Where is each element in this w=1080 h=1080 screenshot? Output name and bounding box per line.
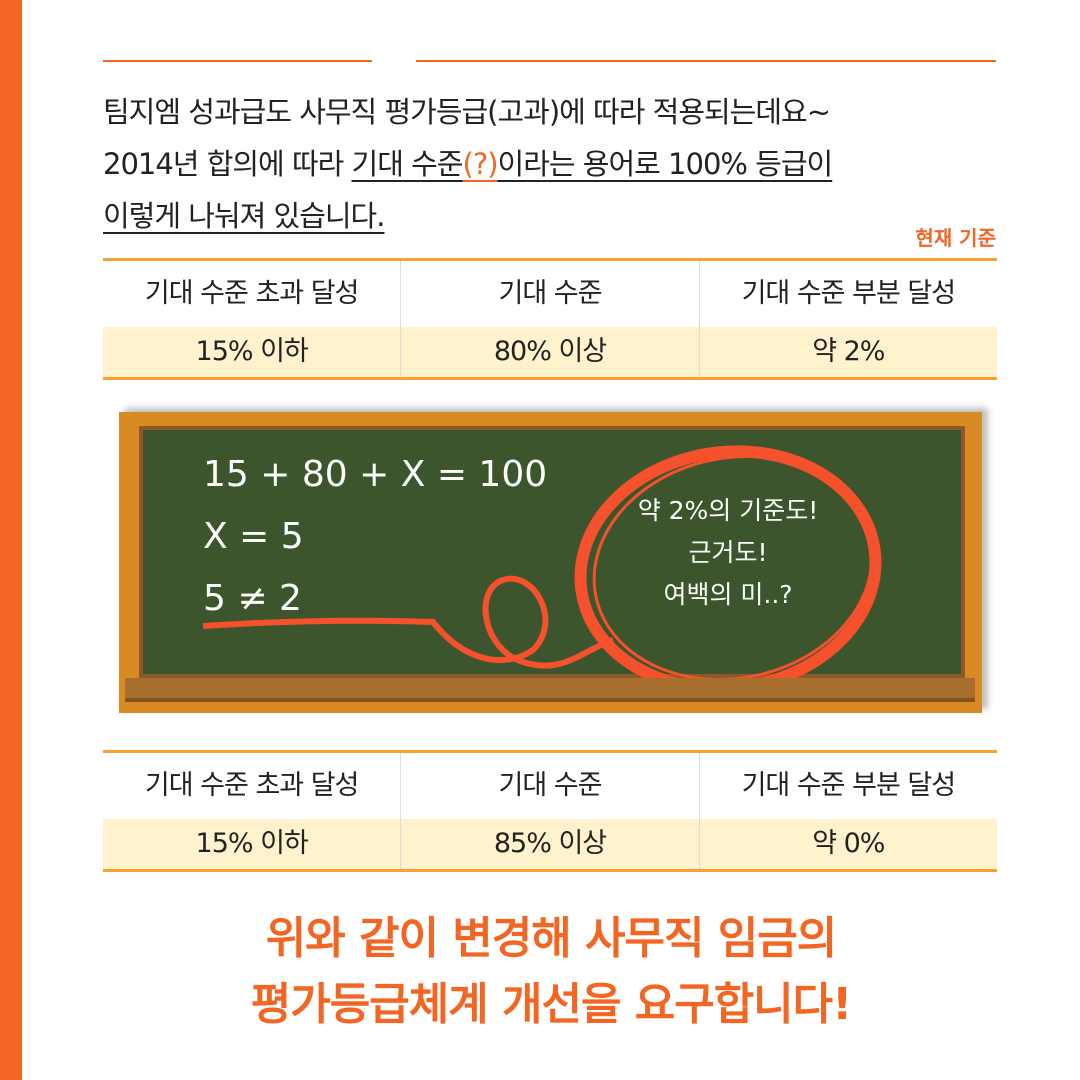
chalk-note-line: 약 2%의 기준도!: [637, 496, 819, 525]
proposed-grade-table: 기대 수준 초과 달성 기대 수준 기대 수준 부분 달성 15% 이하 85%…: [103, 750, 997, 872]
divider-line: [103, 60, 372, 62]
intro-line: 2014년 합의에 따라 기대 수준(?)이라는 용어로 100% 등급이: [103, 138, 1003, 190]
table-header: 기대 수준 초과 달성: [103, 261, 402, 327]
table-row: 15% 이하 80% 이상 약 2%: [103, 327, 997, 377]
table-cell: 15% 이하: [103, 819, 402, 869]
divider-line: [416, 60, 996, 62]
table-cell: 약 0%: [699, 819, 997, 869]
table-header: 기대 수준: [401, 753, 700, 819]
table-cell: 15% 이하: [103, 327, 402, 377]
chalkboard-surface: 15 + 80 + X = 100 X = 5 5 ≠ 2 약 2%의 기준도!…: [139, 426, 965, 682]
table-header: 기대 수준 부분 달성: [741, 770, 956, 801]
chalkboard-illustration: 15 + 80 + X = 100 X = 5 5 ≠ 2 약 2%의 기준도!…: [119, 412, 982, 713]
chalk-equation: 15 + 80 + X = 100: [203, 454, 548, 495]
table-cell: 85% 이상: [401, 819, 700, 869]
table-row: 15% 이하 85% 이상 약 0%: [103, 819, 997, 869]
question-mark: (?): [462, 147, 499, 181]
intro-text-part: 이라는 용어로 100% 등급이: [497, 147, 834, 181]
chalk-equation: X = 5: [203, 516, 304, 557]
table-header-row: 기대 수준 초과 달성 기대 수준 기대 수준 부분 달성: [103, 261, 997, 327]
chalk-equation: 5 ≠ 2: [203, 578, 302, 619]
current-basis-label: 현재 기준: [915, 226, 996, 250]
intro-text-part: 기대 수준: [351, 147, 464, 181]
conclusion-line: 위와 같이 변경해 사무직 임금의: [265, 913, 838, 964]
chalk-note-line: 여백의 미..?: [663, 580, 793, 609]
conclusion-line: 평가등급체계 개선을 요구합니다!: [250, 979, 852, 1030]
table-cell: 약 2%: [699, 327, 997, 377]
intro-text-part: 2014년 합의에 따라: [103, 147, 352, 181]
table-header: 기대 수준 초과 달성: [103, 753, 402, 819]
chalk-note-line: 근거도!: [688, 538, 768, 567]
left-accent-bar: [0, 0, 22, 1080]
current-grade-table: 기대 수준 초과 달성 기대 수준 기대 수준 부분 달성 15% 이하 80%…: [103, 258, 997, 380]
chalk-scribble-icon: [202, 445, 882, 682]
intro-line: 팀지엠 성과급도 사무직 평가등급(고과)에 따라 적용되는데요~: [103, 95, 831, 129]
table-header: 기대 수준: [401, 261, 700, 327]
intro-text-part: 이렇게 나눠져 있습니다.: [103, 199, 385, 233]
table-header-row: 기대 수준 초과 달성 기대 수준 기대 수준 부분 달성: [103, 753, 997, 819]
intro-line: 이렇게 나눠져 있습니다.: [103, 190, 1003, 242]
table-header: 기대 수준 부분 달성: [741, 278, 956, 309]
chalkboard-ledge: [125, 678, 975, 702]
intro-text: 팀지엠 성과급도 사무직 평가등급(고과)에 따라 적용되는데요~ 2014년 …: [103, 86, 1003, 242]
chalk-note: 약 2%의 기준도! 근거도! 여백의 미..?: [593, 490, 863, 616]
table-cell: 80% 이상: [401, 327, 700, 377]
